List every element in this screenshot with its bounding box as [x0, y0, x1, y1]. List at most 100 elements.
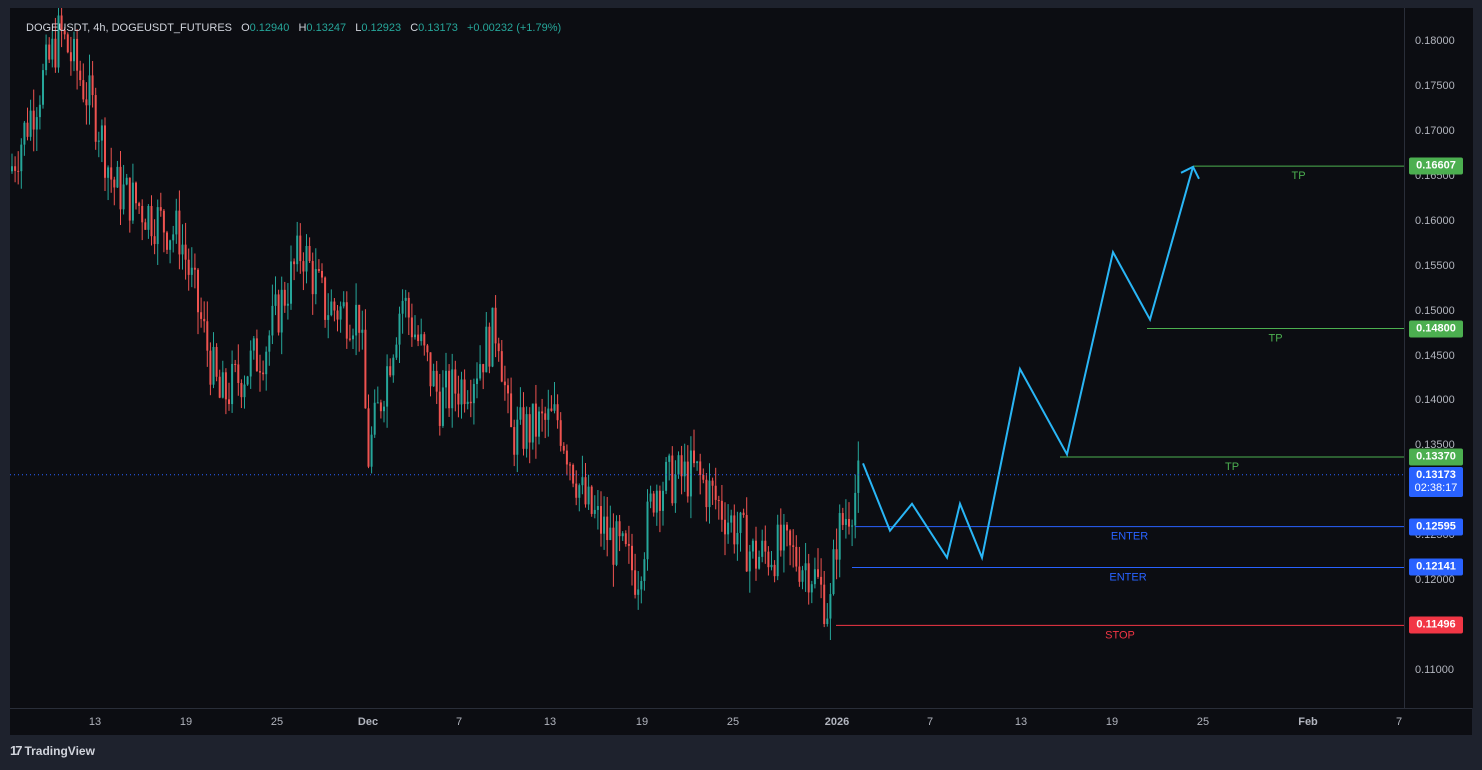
candle	[175, 198, 178, 244]
candle	[503, 365, 506, 401]
time-tick-label: 13	[88, 716, 102, 728]
candle	[249, 340, 252, 389]
chart-pane[interactable]: TP TP TP ENTER ENTER STOP DOGEUSDT, 4h, DOGEU…	[10, 8, 1404, 708]
candle-body	[857, 460, 860, 493]
candle-body	[166, 232, 168, 250]
candle	[510, 377, 513, 428]
candle-body	[609, 527, 612, 541]
candle-body	[569, 464, 571, 466]
candle	[156, 199, 159, 265]
candle-body	[826, 618, 829, 625]
time-scale[interactable]: 13 19 25 Dec 7 13 19 25 2026 7 13 19 25 Feb 7	[10, 708, 1472, 735]
candle	[383, 400, 385, 423]
legend-low-key: L	[355, 22, 362, 34]
candle	[525, 406, 528, 458]
candle-body	[758, 556, 761, 569]
candle-body	[60, 15, 63, 31]
candle-body	[438, 391, 441, 426]
candle	[528, 407, 531, 464]
candle-body	[841, 513, 844, 525]
candle-body	[162, 210, 165, 233]
candle-body	[141, 205, 144, 223]
candle-body	[686, 461, 689, 497]
candle-body	[271, 305, 274, 336]
time-tick-label: 13	[1014, 716, 1028, 728]
candle	[627, 525, 630, 564]
candle	[373, 389, 376, 438]
candle	[392, 354, 395, 383]
candle	[705, 473, 708, 522]
time-tick-label: 19	[1105, 716, 1119, 728]
candle-body	[255, 338, 258, 372]
candle-body	[410, 317, 413, 338]
candle	[293, 258, 296, 281]
candle-body	[538, 411, 540, 437]
candle	[600, 491, 602, 547]
candle	[482, 363, 485, 390]
candle	[631, 533, 633, 586]
candle	[507, 378, 509, 414]
candle-body	[426, 345, 429, 353]
level-label-stop: STOP	[1105, 629, 1135, 641]
candle	[410, 303, 413, 347]
candle	[14, 156, 17, 183]
candle-body	[761, 540, 764, 557]
candle	[587, 474, 590, 510]
candle-body	[767, 551, 770, 568]
candle-body	[169, 240, 172, 250]
candle	[519, 387, 522, 425]
time-tick-label: Dec	[357, 716, 379, 728]
candle-body	[386, 366, 389, 407]
candle-body	[327, 315, 330, 320]
candle-body	[265, 351, 268, 375]
candle-body	[801, 570, 804, 582]
candle	[144, 218, 147, 230]
price-tick-label: 0.14000	[1415, 394, 1455, 407]
candle-body	[556, 404, 559, 421]
candle-body	[11, 166, 13, 172]
candle	[761, 529, 764, 563]
time-tick-label: 25	[726, 716, 740, 728]
candle-body	[730, 515, 733, 523]
candle	[48, 37, 51, 64]
candle-body	[581, 477, 584, 486]
candle-body	[835, 549, 838, 560]
candle-body	[810, 584, 813, 593]
candle-body	[565, 450, 568, 465]
tradingview-brand[interactable]: 17 TradingView	[10, 743, 95, 758]
candle	[82, 63, 85, 103]
candle	[683, 443, 686, 492]
candle-body	[528, 414, 531, 443]
candle-body	[804, 563, 807, 571]
candle	[125, 173, 128, 186]
candle-body	[739, 512, 742, 533]
candle-body	[488, 326, 491, 367]
candle	[643, 552, 646, 591]
candle	[829, 583, 832, 640]
price-scale[interactable]: 0.18000 0.17500 0.17000 0.16500 0.16000 0.155…	[1404, 8, 1473, 708]
candle-body	[299, 235, 302, 262]
candle-body	[404, 297, 407, 301]
candle-body	[544, 413, 547, 420]
candle	[153, 219, 156, 255]
price-tick-label: 0.12000	[1415, 574, 1455, 587]
candle	[203, 301, 206, 333]
candle-body	[128, 177, 131, 221]
candle	[699, 453, 702, 495]
candle	[367, 394, 370, 469]
candle	[556, 394, 559, 429]
candle-body	[460, 379, 463, 405]
candle	[547, 389, 550, 437]
candle	[593, 495, 596, 519]
candle-body	[181, 244, 184, 255]
candle	[562, 442, 565, 454]
candle	[283, 281, 286, 313]
candle	[541, 398, 544, 432]
candle	[141, 199, 144, 241]
candle-body	[547, 408, 550, 420]
projection-path	[862, 166, 1194, 562]
candle	[23, 120, 26, 156]
candle	[327, 293, 330, 339]
candle-body	[407, 297, 410, 318]
price-chart[interactable]: TP TP TP ENTER ENTER STOP	[10, 8, 1404, 708]
